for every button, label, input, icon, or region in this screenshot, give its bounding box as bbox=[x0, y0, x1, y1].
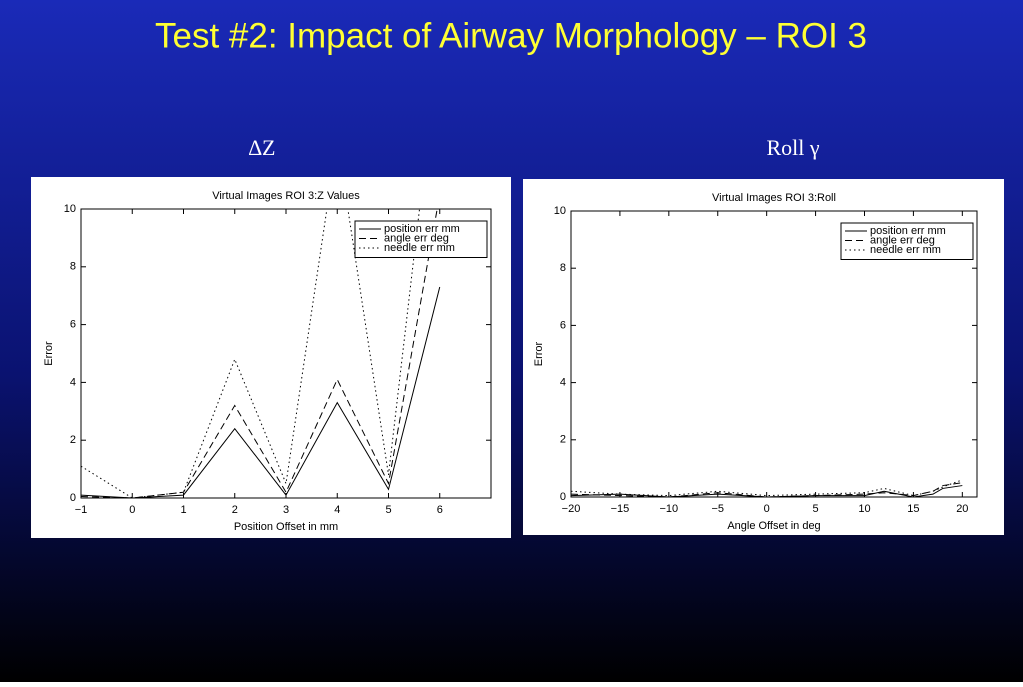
chart: Virtual Images ROI 3:Roll Angle Offset in… bbox=[523, 179, 1004, 535]
data-line bbox=[571, 482, 963, 497]
x-tick-label: −20 bbox=[562, 503, 581, 515]
y-tick-label: 4 bbox=[560, 377, 566, 389]
x-tick-label: 20 bbox=[956, 503, 968, 515]
y-tick-label: 2 bbox=[560, 434, 566, 446]
y-tick-label: 8 bbox=[70, 261, 76, 273]
x-axis-label: Position Offset in mm bbox=[234, 521, 338, 533]
x-tick-label: 2 bbox=[232, 504, 238, 516]
slide-title: Test #2: Impact of Airway Morphology – R… bbox=[155, 16, 867, 55]
legend-box bbox=[840, 222, 974, 260]
y-axis-label: Error bbox=[43, 341, 55, 366]
chart-title: Virtual Images ROI 3:Roll bbox=[712, 192, 836, 204]
legend-label: needle err mm bbox=[384, 242, 455, 254]
y-axis-label: Error bbox=[533, 341, 545, 366]
legend-label: position err mm bbox=[384, 223, 460, 235]
chart-title: Virtual Images ROI 3:Z Values bbox=[212, 190, 360, 202]
y-tick-label: 10 bbox=[554, 205, 566, 217]
x-tick-label: 5 bbox=[385, 504, 391, 516]
x-tick-label: 1 bbox=[180, 504, 186, 516]
x-axis-label: Angle Offset in deg bbox=[727, 520, 820, 532]
x-tick-label: 0 bbox=[764, 503, 770, 515]
y-tick-label: 2 bbox=[70, 434, 76, 446]
y-tick-label: 0 bbox=[70, 492, 76, 504]
x-tick-label: 0 bbox=[129, 504, 135, 516]
y-tick-label: 10 bbox=[64, 203, 76, 215]
legend-label: position err mm bbox=[870, 225, 946, 237]
panel-label: ∆Z bbox=[249, 135, 276, 160]
legend-box bbox=[354, 220, 488, 258]
x-tick-label: 6 bbox=[437, 504, 443, 516]
legend-label: angle err deg bbox=[870, 234, 935, 246]
x-tick-label: −15 bbox=[611, 503, 630, 515]
y-tick-label: 6 bbox=[70, 319, 76, 331]
x-tick-label: 5 bbox=[813, 503, 819, 515]
chart: Virtual Images ROI 3:Z Values Position Of… bbox=[31, 177, 511, 538]
x-tick-label: −10 bbox=[659, 503, 678, 515]
y-tick-label: 0 bbox=[560, 491, 566, 503]
x-tick-label: 4 bbox=[334, 504, 340, 516]
y-tick-label: 6 bbox=[560, 319, 566, 331]
x-tick-label: −5 bbox=[711, 503, 724, 515]
legend-label: angle err deg bbox=[384, 232, 449, 244]
y-tick-label: 8 bbox=[560, 262, 566, 274]
y-tick-label: 4 bbox=[70, 376, 76, 388]
legend-label: needle err mm bbox=[870, 244, 941, 256]
x-tick-label: −1 bbox=[75, 504, 88, 516]
data-line bbox=[81, 209, 421, 498]
x-tick-label: 3 bbox=[283, 504, 289, 516]
x-tick-label: 15 bbox=[907, 503, 919, 515]
x-tick-label: 10 bbox=[858, 503, 870, 515]
panel-label: Roll γ bbox=[766, 135, 819, 160]
